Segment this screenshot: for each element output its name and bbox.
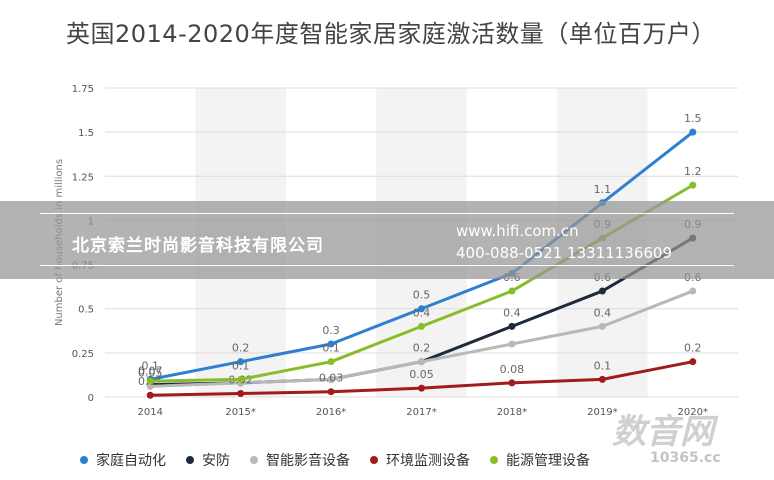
x-tick-label: 2020* [678,407,708,418]
legend-label: 环境监测设备 [386,453,470,469]
watermark-company: 北京索兰时尚影音科技有限公司 [72,236,324,256]
data-label: 1.2 [684,165,702,178]
data-point [327,388,335,396]
data-point [418,305,425,313]
data-point [508,287,516,295]
data-point [237,389,245,397]
data-label: 0.2 [232,342,250,355]
data-point [418,358,425,366]
data-point [598,322,606,330]
data-point [689,181,697,189]
data-point [508,322,516,330]
x-tick-label: 2015* [225,407,255,418]
x-tick-label: 2016* [316,407,346,418]
legend-dot-icon [250,456,258,464]
data-point [237,375,245,383]
data-label: 0.05 [409,368,434,381]
x-tick-label: 2017* [406,407,436,418]
data-point [327,358,335,366]
banner-divider-top [40,213,734,214]
data-point [689,287,697,295]
series-智能影音设备: 0.050.20.40.6 [138,271,702,390]
legend-item: 智能影音设备 [250,450,350,470]
y-tick-label: 0.25 [72,349,94,360]
y-tick-label: 1.75 [72,84,94,95]
watermark-banner: 北京索兰时尚影音科技有限公司 www.hifi.com.cn 400-088-0… [0,201,774,279]
data-label: 1.5 [684,112,702,125]
data-point [418,384,425,392]
data-label: 0.2 [684,342,702,355]
y-tick-label: 0 [88,393,94,404]
chart-title: 英国2014-2020年度智能家居家庭激活数量（单位百万户） [66,20,716,48]
y-tick-label: 0.5 [78,305,94,316]
data-label: 0.1 [232,359,250,372]
x-tick-label: 2014 [137,407,162,418]
data-label: 0.4 [594,306,612,319]
data-label: 0.4 [503,306,521,319]
data-label: 0.1 [141,359,159,372]
data-label: 0.1 [322,342,340,355]
data-label: 1.1 [594,183,612,196]
data-label: 0.07 [138,365,163,378]
legend-label: 智能影音设备 [266,453,350,469]
watermark-logo: 数音网 [612,412,714,452]
legend-label: 能源管理设备 [506,453,590,469]
legend-item: 环境监测设备 [370,450,470,470]
data-label: 0.3 [322,324,340,337]
data-point [598,287,606,295]
data-label: 0.08 [500,363,525,376]
legend-label: 家庭自动化 [96,453,166,469]
data-label: 0.2 [413,342,431,355]
banner-divider-bottom [40,265,734,266]
legend-dot-icon [186,456,194,464]
data-point [598,375,606,383]
legend-dot-icon [490,456,498,464]
data-label: 0.4 [413,306,431,319]
legend-item: 安防 [186,450,230,470]
chart-legend: 家庭自动化 安防 智能影音设备 环境监测设备 能源管理设备 [80,450,610,470]
data-label: 0.1 [594,359,612,372]
x-tick-label: 2019* [587,407,617,418]
data-point [508,340,516,348]
legend-dot-icon [370,456,378,464]
watermark-phones: 400-088-0521 13311136609 [456,244,673,262]
watermark-logo-sub: 10365.cc [650,450,721,466]
data-label: 0.03 [319,372,344,385]
x-axis-ticks: 2014 2015* 2016* 2017* 2018* 2019* 2020* [137,407,708,418]
data-point [237,358,245,366]
y-tick-label: 1.5 [78,128,94,139]
data-point [689,358,697,366]
data-label: 0.05 [138,366,163,379]
data-point [327,375,335,383]
data-point [146,382,154,390]
y-tick-label: 1.25 [72,172,94,183]
data-point [146,377,154,385]
data-point [327,340,335,348]
watermark-website: www.hifi.com.cn [456,222,579,240]
x-tick-label: 2018* [497,407,527,418]
legend-item: 能源管理设备 [490,450,590,470]
data-point [146,391,154,399]
data-point [508,379,516,387]
legend-dot-icon [80,456,88,464]
data-point [418,322,425,330]
data-label: 0.5 [413,289,431,302]
legend-label: 安防 [202,453,230,469]
legend-item: 家庭自动化 [80,450,166,470]
data-point [689,128,697,136]
